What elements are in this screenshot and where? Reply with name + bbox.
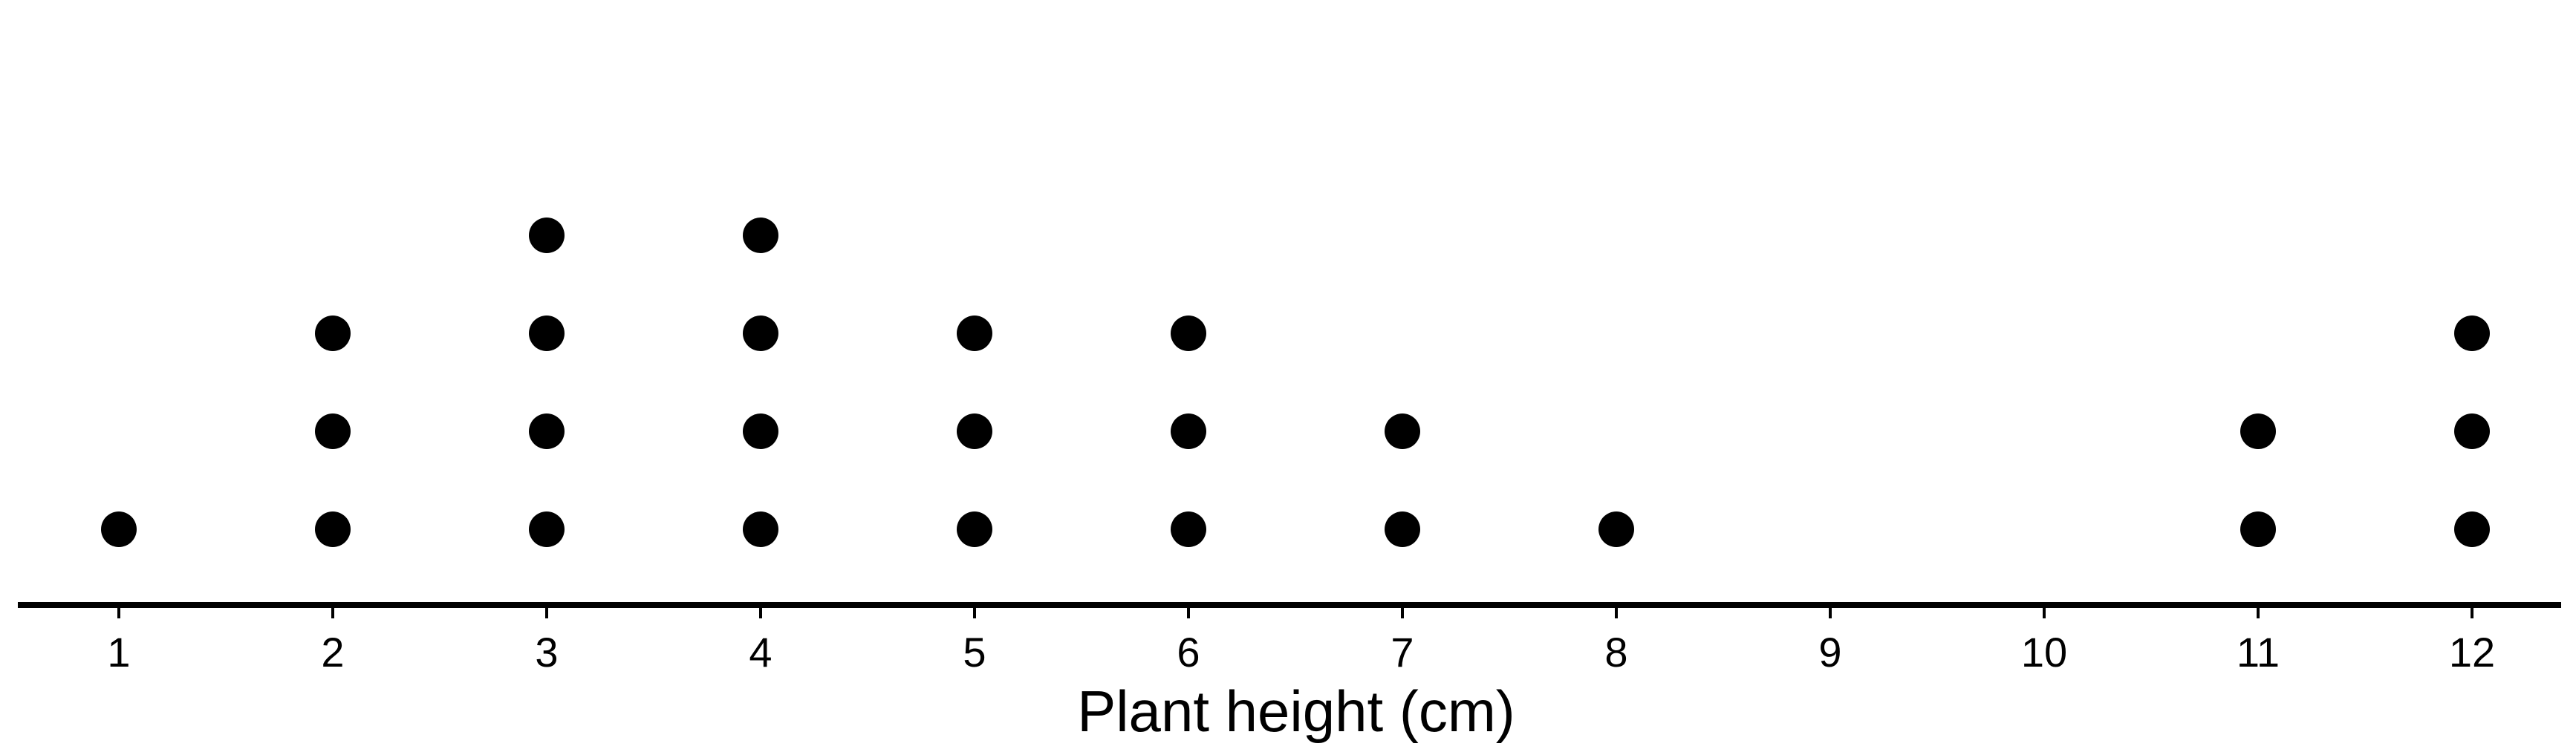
dot-11-2 [2240, 413, 2276, 449]
dot-4-4 [743, 218, 778, 253]
x-tick-label-1: 1 [107, 629, 130, 676]
dots-layer [101, 218, 2490, 547]
dot-3-2 [529, 413, 565, 449]
dot-5-2 [957, 413, 992, 449]
dot-11-1 [2240, 511, 2276, 547]
dot-3-3 [529, 315, 565, 351]
dot-7-2 [1385, 413, 1420, 449]
dot-3-1 [529, 511, 565, 547]
x-tick-label-3: 3 [535, 629, 558, 676]
x-tick-label-4: 4 [749, 629, 772, 676]
dot-2-2 [315, 413, 351, 449]
x-tick-label-9: 9 [1818, 629, 1841, 676]
dot-6-3 [1171, 315, 1206, 351]
x-tick-label-10: 10 [2021, 629, 2067, 676]
x-tick-label-11: 11 [2237, 629, 2280, 676]
x-tick-label-12: 12 [2449, 629, 2495, 676]
x-tick-label-8: 8 [1604, 629, 1627, 676]
x-tick-label-7: 7 [1391, 629, 1414, 676]
x-tick-label-2: 2 [321, 629, 344, 676]
x-tick-label-6: 6 [1177, 629, 1200, 676]
dot-12-3 [2454, 315, 2490, 351]
dot-5-1 [957, 511, 992, 547]
dot-2-3 [315, 315, 351, 351]
dot-6-2 [1171, 413, 1206, 449]
dot-7-1 [1385, 511, 1420, 547]
dot-4-3 [743, 315, 778, 351]
dot-5-3 [957, 315, 992, 351]
dot-3-4 [529, 218, 565, 253]
dot-2-1 [315, 511, 351, 547]
dot-6-1 [1171, 511, 1206, 547]
x-axis-ticks: 1 2 3 4 5 6 7 8 9 10 11 12 [107, 605, 2495, 676]
x-tick-label-5: 5 [963, 629, 986, 676]
dot-12-1 [2454, 511, 2490, 547]
dot-8-1 [1598, 511, 1634, 547]
dot-12-2 [2454, 413, 2490, 449]
dot-4-2 [743, 413, 778, 449]
dot-1-1 [101, 511, 137, 547]
dot-4-1 [743, 511, 778, 547]
x-axis-title: Plant height (cm) [1077, 679, 1515, 744]
